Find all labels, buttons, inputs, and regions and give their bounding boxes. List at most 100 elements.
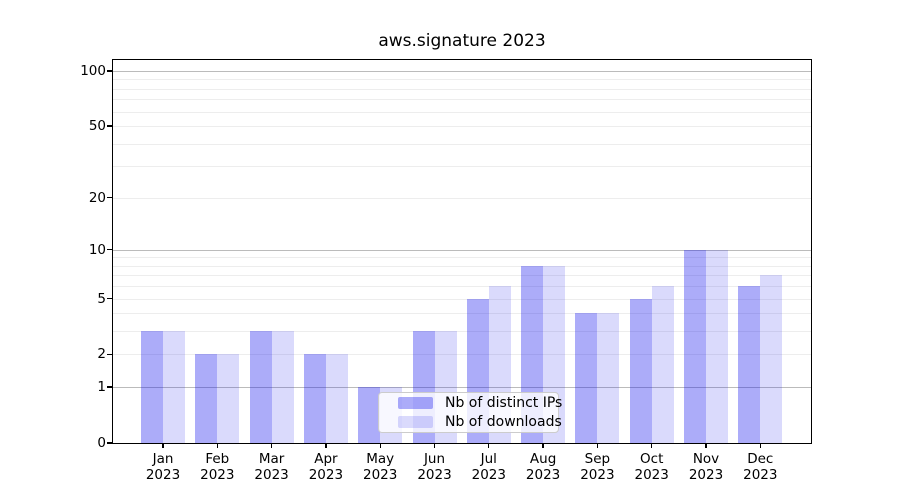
x-tick-year: 2023: [417, 467, 452, 483]
gridline-major: [113, 387, 811, 389]
legend-swatch: [398, 415, 433, 428]
y-tick-label: 20: [88, 189, 106, 206]
gridline-minor: [113, 298, 811, 300]
gridline-minor: [113, 125, 811, 127]
gridline-minor: [113, 197, 811, 199]
y-tick-label: 5: [97, 290, 106, 307]
plot-area: [113, 60, 811, 443]
bar-oct-downloads: [651, 286, 674, 443]
legend-row-distinct-ips: Nb of distinct IPs: [398, 395, 562, 411]
bar-mar-downloads: [271, 331, 294, 443]
x-tick-month: Apr: [314, 451, 338, 467]
gridline-minor: [113, 88, 811, 90]
x-tick-label-jul: Jul 2023: [457, 451, 521, 483]
x-tick-mark: [488, 443, 490, 448]
gridline-minor: [113, 331, 811, 333]
y-tick-label: 0: [97, 435, 106, 451]
bar-apr-distinct-ips: [303, 354, 326, 443]
legend-label: Nb of downloads: [445, 413, 562, 430]
x-tick-mark: [379, 443, 381, 448]
y-tick-mark: [106, 196, 113, 199]
x-tick-label-may: May 2023: [348, 451, 412, 483]
x-tick-label-dec: Dec 2023: [728, 451, 792, 483]
x-tick-month: Nov: [692, 451, 720, 467]
x-tick-mark: [162, 443, 164, 448]
x-tick-mark: [651, 443, 653, 448]
gridline-minor: [113, 286, 811, 288]
gridline-major: [113, 249, 811, 251]
x-tick-year: 2023: [254, 467, 289, 483]
x-tick-month: Aug: [529, 451, 557, 467]
y-tick-mark: [106, 70, 113, 72]
bar-nov-downloads: [706, 249, 728, 443]
y-tick-mark: [106, 125, 113, 127]
x-tick-mark: [270, 443, 273, 448]
gridline-minor: [113, 99, 811, 101]
x-tick-label-jan: Jan 2023: [131, 451, 195, 483]
y-tick-label: 10: [88, 241, 106, 258]
x-tick-label-sep: Sep 2023: [565, 451, 629, 483]
x-tick-label-nov: Nov 2023: [674, 451, 738, 483]
chart-title: aws.signature 2023: [378, 31, 546, 51]
x-tick-month: Mar: [258, 451, 285, 467]
x-tick-month: Sep: [584, 451, 611, 467]
gridline-minor: [113, 313, 811, 315]
bar-sep-distinct-ips: [575, 313, 598, 443]
gridline-minor: [113, 143, 811, 145]
x-tick-label-jun: Jun 2023: [403, 451, 467, 483]
y-tick-label: 1: [97, 379, 106, 396]
gridline-minor: [113, 275, 811, 277]
x-tick-month: Jan: [152, 451, 174, 467]
x-tick-year: 2023: [308, 467, 344, 483]
y-tick-mark: [106, 386, 113, 388]
legend-row-downloads: Nb of downloads: [398, 414, 562, 430]
x-tick-month: May: [366, 451, 395, 467]
x-tick-year: 2023: [525, 467, 561, 483]
x-tick-mark: [216, 443, 218, 448]
gridline-minor: [113, 257, 811, 259]
bar-dec-distinct-ips: [738, 286, 761, 443]
x-tick-mark: [759, 443, 761, 448]
bar-mar-distinct-ips: [249, 331, 272, 443]
x-tick-label-oct: Oct 2023: [620, 451, 684, 483]
y-tick-label: 100: [80, 62, 106, 79]
x-tick-year: 2023: [471, 467, 506, 483]
x-tick-year: 2023: [145, 467, 181, 483]
x-tick-year: 2023: [200, 467, 235, 483]
x-tick-label-apr: Apr 2023: [294, 451, 358, 483]
x-tick-year: 2023: [743, 467, 778, 483]
bar-apr-downloads: [325, 354, 348, 443]
bar-feb-downloads: [217, 354, 240, 443]
bar-sep-downloads: [597, 313, 620, 443]
gridline-minor: [113, 354, 811, 356]
gridline-minor: [113, 265, 811, 267]
x-tick-month: Feb: [205, 451, 230, 467]
bar-jan-downloads: [163, 331, 185, 443]
bar-nov-distinct-ips: [684, 249, 706, 443]
y-tick-label: 50: [88, 117, 106, 134]
gridline-minor: [113, 111, 811, 113]
x-tick-mark: [596, 443, 599, 448]
y-tick-mark: [106, 353, 113, 356]
y-tick-mark: [106, 248, 113, 251]
bar-may-distinct-ips: [358, 387, 381, 443]
y-tick-mark: [106, 297, 113, 300]
gridline-minor: [113, 79, 811, 81]
x-tick-label-feb: Feb 2023: [185, 451, 249, 483]
x-tick-year: 2023: [363, 467, 398, 483]
x-tick-year: 2023: [688, 467, 724, 483]
bar-feb-distinct-ips: [195, 354, 218, 443]
bar-jan-distinct-ips: [141, 331, 163, 443]
x-tick-year: 2023: [634, 467, 669, 483]
x-tick-mark: [325, 443, 327, 448]
x-tick-label-mar: Mar 2023: [240, 451, 304, 483]
x-tick-month: Oct: [640, 451, 664, 467]
x-tick-mark: [433, 443, 436, 448]
bar-dec-downloads: [760, 275, 783, 443]
x-tick-label-aug: Aug 2023: [511, 451, 575, 483]
x-tick-mark: [542, 443, 544, 448]
gridline-major: [113, 70, 811, 72]
x-tick-month: Jun: [423, 451, 446, 467]
x-tick-month: Dec: [747, 451, 774, 467]
